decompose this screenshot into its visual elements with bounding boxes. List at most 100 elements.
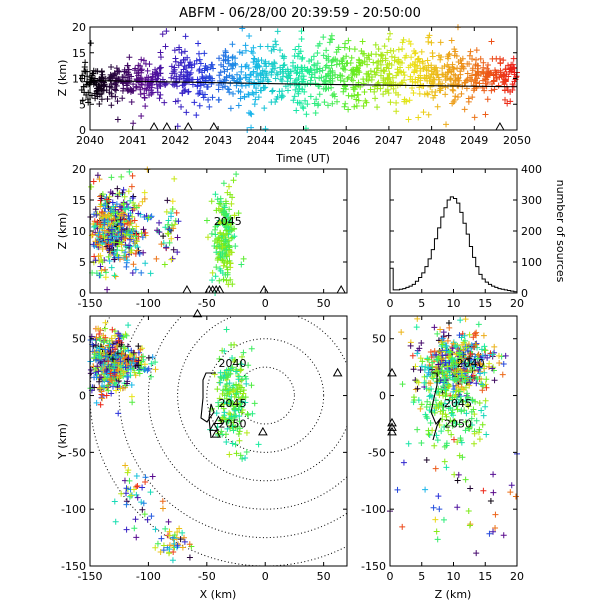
source-point [258, 57, 265, 64]
source-point [211, 226, 218, 233]
source-point [245, 91, 252, 98]
source-point [349, 66, 356, 73]
source-point [139, 506, 146, 513]
y-tick-label: 0 [379, 390, 386, 403]
source-point [236, 437, 243, 444]
source-point [114, 384, 121, 391]
source-point [148, 513, 155, 520]
source-point [293, 70, 300, 77]
source-point [181, 538, 188, 545]
source-point [344, 75, 351, 82]
source-point [247, 110, 254, 117]
source-point [500, 57, 507, 64]
source-point [400, 69, 407, 76]
source-point [148, 84, 155, 91]
source-point [188, 64, 195, 71]
source-point [329, 100, 336, 107]
source-point [140, 249, 147, 256]
source-point [248, 111, 255, 118]
source-point [451, 369, 458, 376]
source-point [205, 96, 212, 103]
source-point [361, 58, 368, 65]
source-point [183, 64, 190, 71]
y-tick-label: 300 [521, 194, 542, 207]
source-point [268, 61, 275, 68]
source-point [237, 95, 244, 102]
source-point [424, 77, 431, 84]
source-point [163, 244, 170, 251]
source-point [490, 471, 497, 478]
source-point [114, 185, 121, 192]
source-point [233, 171, 240, 178]
source-point [131, 525, 138, 532]
source-point [391, 54, 398, 61]
y-tick-label: -50 [368, 446, 386, 459]
source-point [509, 66, 516, 73]
source-point [227, 221, 234, 228]
source-point [218, 375, 225, 382]
source-point [393, 99, 400, 106]
source-point [99, 245, 106, 252]
source-point [162, 224, 169, 231]
source-point [315, 101, 322, 108]
source-point [314, 60, 321, 67]
source-point [173, 209, 180, 216]
source-point [473, 380, 480, 387]
source-point [498, 353, 505, 360]
source-point [181, 534, 188, 541]
source-point [147, 489, 154, 496]
source-point [406, 38, 413, 45]
source-point [138, 56, 145, 63]
source-point [474, 62, 481, 69]
source-point [409, 61, 416, 68]
source-point [95, 87, 102, 94]
source-point [98, 208, 105, 215]
source-point [255, 94, 262, 101]
source-point [456, 350, 463, 357]
source-point [339, 73, 346, 80]
source-point [364, 61, 371, 68]
source-point [111, 360, 118, 367]
station-marker [208, 422, 219, 431]
source-point [431, 442, 438, 449]
source-point [491, 377, 498, 384]
source-point [233, 400, 240, 407]
source-point [130, 193, 137, 200]
source-point [226, 206, 233, 213]
source-point [98, 195, 105, 202]
source-point [123, 253, 130, 260]
source-point [452, 48, 459, 55]
source-point [92, 68, 99, 75]
source-point [252, 96, 259, 103]
source-point [440, 407, 447, 414]
plan-view-xlabel: X (km) [200, 588, 237, 600]
source-point [149, 70, 156, 77]
source-point [97, 203, 104, 210]
source-point [410, 89, 417, 96]
source-point [334, 57, 341, 64]
source-point [170, 246, 177, 253]
source-point [319, 67, 326, 74]
source-point [158, 535, 165, 542]
source-point [125, 322, 132, 329]
source-point [490, 72, 497, 79]
source-point [465, 425, 472, 432]
source-point [165, 217, 172, 224]
source-point [113, 387, 120, 394]
x-tick-label: 2040 [76, 134, 104, 147]
source-point [142, 60, 149, 67]
source-point [243, 61, 250, 68]
source-point [116, 239, 123, 246]
source-point [122, 364, 129, 371]
source-point [132, 266, 139, 273]
source-point [450, 436, 457, 443]
source-point [102, 346, 109, 353]
source-point [128, 492, 135, 499]
source-point [241, 94, 248, 101]
source-point [129, 225, 136, 232]
y-tick-label: 20 [72, 21, 86, 34]
source-point [105, 253, 112, 260]
source-point [323, 55, 330, 62]
source-point [97, 401, 104, 408]
source-point [427, 83, 434, 90]
